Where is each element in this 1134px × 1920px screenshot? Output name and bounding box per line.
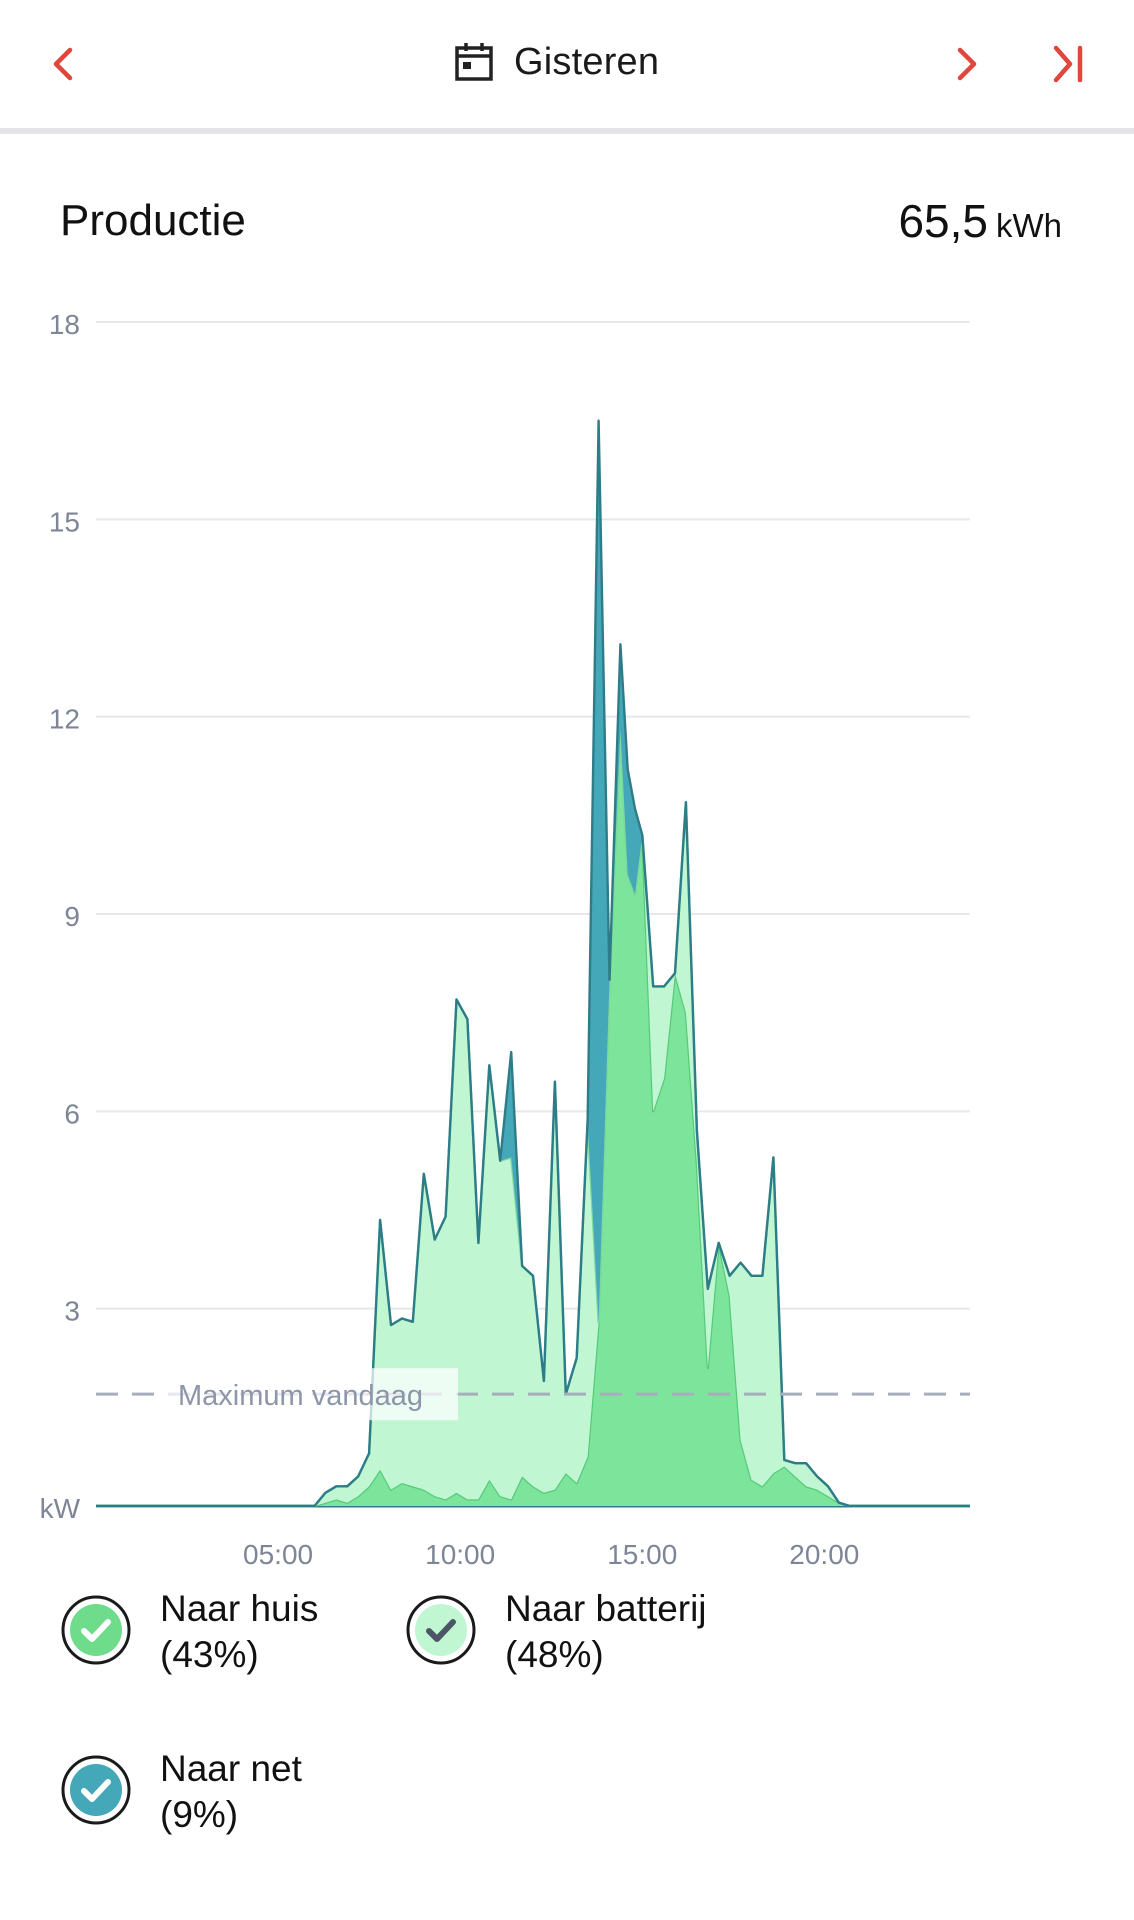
reference-label-background xyxy=(168,1368,458,1421)
date-label: Gisteren xyxy=(514,40,660,83)
x-axis: 05:00 10:00 15:00 20:00 xyxy=(243,1539,859,1570)
check-circle-icon xyxy=(406,1595,476,1665)
chevron-left-icon xyxy=(53,47,73,81)
y-tick-label: 12 xyxy=(49,704,80,735)
y-tick-label: 3 xyxy=(64,1296,80,1327)
legend-label: Naar net xyxy=(160,1748,302,1789)
check-circle-icon xyxy=(61,1595,131,1665)
y-tick-label: 18 xyxy=(49,309,80,340)
production-chart: Maximum vandaag 3 6 9 12 15 18 kW 05:00 10:00 15… xyxy=(0,290,1134,1570)
y-tick-label: 15 xyxy=(49,506,80,537)
header-divider xyxy=(0,128,1134,134)
skip-to-end-icon xyxy=(1053,45,1083,83)
total-unit: kWh xyxy=(996,207,1062,244)
y-tick-label: 6 xyxy=(64,1098,80,1129)
x-tick-label: 10:00 xyxy=(425,1539,495,1570)
total-value: 65,5 xyxy=(898,195,988,247)
last-day-button[interactable] xyxy=(1032,28,1104,100)
legend-item-naar-batterij[interactable]: Naar batterij (48%) xyxy=(405,1586,707,1678)
production-total: 65,5 kWh xyxy=(898,194,1062,248)
legend-label: Naar huis xyxy=(160,1588,319,1629)
x-tick-label: 15:00 xyxy=(607,1539,677,1570)
x-tick-label: 20:00 xyxy=(789,1539,859,1570)
y-unit-label: kW xyxy=(40,1493,81,1524)
legend-item-naar-net[interactable]: Naar net (9%) xyxy=(60,1746,302,1838)
chart-areas xyxy=(96,419,970,1508)
legend-item-naar-huis[interactable]: Naar huis (43%) xyxy=(60,1586,318,1678)
chevron-right-icon xyxy=(957,47,977,81)
previous-day-button[interactable] xyxy=(28,28,100,100)
next-day-button[interactable] xyxy=(930,28,1002,100)
x-tick-label: 05:00 xyxy=(243,1539,313,1570)
date-selector[interactable]: Gisteren xyxy=(452,26,659,98)
legend-label: Naar batterij xyxy=(505,1588,707,1629)
y-tick-label: 9 xyxy=(64,901,80,932)
top-bar: Gisteren xyxy=(0,0,1134,128)
area-series-1 xyxy=(96,729,970,1506)
section-title: Productie xyxy=(60,196,246,245)
production-summary: Productie 65,5 kWh xyxy=(0,190,1134,260)
legend: Naar huis (43%) Naar batterij (48%) Naar… xyxy=(0,1578,1134,1908)
calendar-icon xyxy=(455,43,493,81)
reference-line: Maximum vandaag xyxy=(96,1368,970,1421)
legend-percentage: (43%) xyxy=(160,1634,259,1675)
y-axis: 3 6 9 12 15 18 kW xyxy=(40,309,81,1524)
reference-line-label: Maximum vandaag xyxy=(178,1380,423,1412)
legend-percentage: (48%) xyxy=(505,1634,604,1675)
legend-percentage: (9%) xyxy=(160,1794,239,1835)
check-circle-icon xyxy=(61,1755,131,1825)
area-series-line-2 xyxy=(96,419,970,1508)
chart-svg: Maximum vandaag 3 6 9 12 15 18 kW 05:00 10:00 15… xyxy=(40,309,970,1570)
